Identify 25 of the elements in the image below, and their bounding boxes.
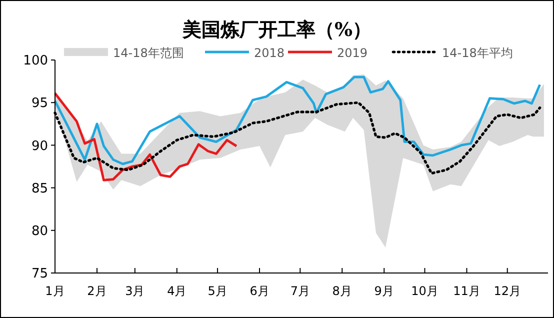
- y-tick-label: 85: [31, 181, 48, 196]
- x-tick-label: 7月: [290, 284, 310, 298]
- chart-title: 美国炼厂开工率（%）: [181, 19, 372, 41]
- y-tick-label: 95: [31, 96, 48, 112]
- x-tick-label: 5月: [208, 284, 228, 298]
- x-tick-label: 12月: [494, 284, 522, 298]
- y-tick-label: 100: [23, 54, 48, 69]
- legend-label: 14-18年平均: [442, 46, 513, 60]
- x-tick-label: 10月: [411, 284, 438, 298]
- x-tick-label: 4月: [167, 284, 187, 298]
- x-tick-label: 2月: [87, 284, 107, 298]
- legend-label: 2019: [337, 46, 368, 60]
- y-tick-label: 80: [31, 224, 48, 239]
- x-tick-label: 1月: [45, 284, 65, 298]
- y-tick-label: 75: [31, 266, 48, 282]
- legend-label: 2018: [254, 46, 285, 60]
- line-series: [54, 92, 238, 182]
- x-tick-label: 3月: [125, 284, 145, 298]
- y-tick-label: 90: [31, 138, 48, 154]
- line-series: [54, 76, 542, 166]
- x-tick-label: 11月: [453, 284, 480, 298]
- x-tick-label: 9月: [374, 284, 394, 298]
- x-tick-label: 6月: [250, 284, 270, 298]
- legend-label: 14-18年范围: [113, 46, 184, 60]
- x-tick-label: 8月: [332, 284, 352, 298]
